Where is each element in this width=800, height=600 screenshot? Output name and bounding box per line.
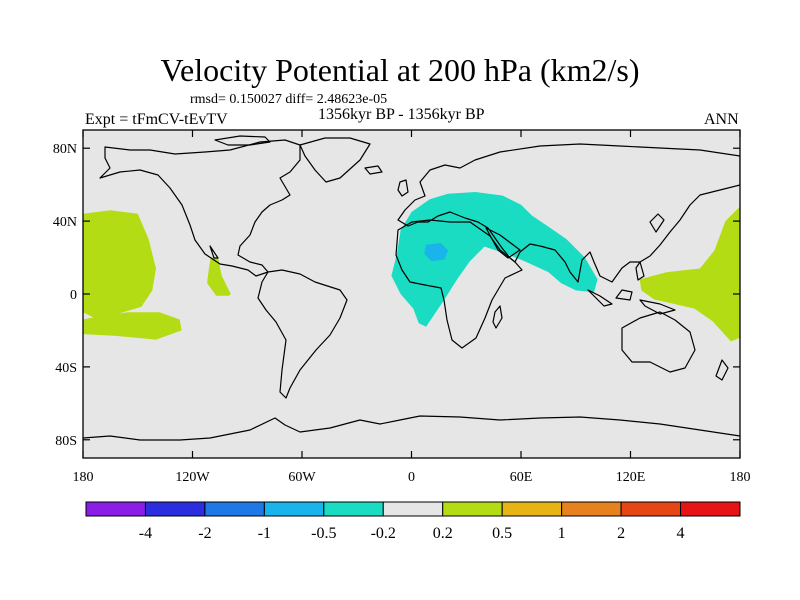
y-tick-label: 80N bbox=[53, 142, 77, 157]
colorbar-label: 1 bbox=[558, 525, 566, 542]
colorbar-label: -2 bbox=[198, 525, 211, 542]
experiment-label: Expt = tFmCV-tEvTV bbox=[85, 111, 228, 128]
coast-africa bbox=[395, 219, 523, 349]
coast-eurasia bbox=[397, 143, 740, 283]
season-label: ANN bbox=[704, 111, 739, 128]
colorbar: -4 -2 -1 -0.5 -0.2 0.2 0.5 1 2 4 bbox=[85, 501, 741, 542]
colorbar-label: 4 bbox=[677, 525, 685, 542]
x-tick-label: 120E bbox=[616, 470, 646, 485]
coast-new-zealand bbox=[715, 359, 729, 381]
coast-arabia bbox=[485, 227, 521, 259]
colorbar-swatch bbox=[204, 501, 265, 517]
coast-maritime-continent bbox=[587, 289, 676, 315]
colorbar-swatch bbox=[323, 501, 384, 517]
colorbar-swatch bbox=[144, 501, 206, 517]
coast-baja bbox=[209, 245, 219, 259]
x-tick-label: 180 bbox=[73, 470, 94, 485]
colorbar-swatch bbox=[263, 501, 325, 517]
coast-japan bbox=[649, 213, 665, 233]
x-tick-label: 60W bbox=[288, 470, 316, 485]
x-tick-label: 0 bbox=[408, 470, 415, 485]
chart-title: Velocity Potential at 200 hPa (km2/s) bbox=[160, 52, 640, 88]
y-tick-label: 40N bbox=[53, 215, 77, 230]
coast-australia bbox=[621, 311, 696, 373]
coast-madagascar bbox=[492, 305, 503, 329]
colorbar-swatch bbox=[680, 501, 741, 517]
positive-anomaly-west-pacific bbox=[639, 206, 740, 342]
x-tick-label: 180 bbox=[730, 470, 751, 485]
colorbar-swatch bbox=[620, 501, 682, 517]
anomaly-regions bbox=[83, 192, 740, 342]
coast-north-america bbox=[99, 139, 301, 277]
positive-anomaly-south-pacific bbox=[83, 312, 182, 340]
negative-anomaly-core-africa bbox=[424, 243, 448, 262]
y-axis-ticks: 80N 40N 0 40S 80S bbox=[53, 142, 740, 449]
y-tick-label: 40S bbox=[55, 361, 77, 376]
colorbar-swatch bbox=[382, 501, 444, 517]
y-tick-label: 0 bbox=[70, 288, 77, 303]
colorbar-label: -0.2 bbox=[371, 525, 396, 542]
colorbar-label: 0.5 bbox=[492, 525, 512, 542]
coast-antarctica bbox=[83, 415, 740, 441]
coastlines bbox=[83, 135, 740, 441]
coast-uk bbox=[397, 179, 409, 197]
positive-anomaly-central-pacific bbox=[83, 210, 156, 320]
colorbar-label: -1 bbox=[258, 525, 271, 542]
colorbar-swatch bbox=[442, 501, 503, 517]
y-tick-label: 80S bbox=[55, 434, 77, 449]
colorbar-swatch bbox=[501, 501, 563, 517]
coast-philippines bbox=[635, 261, 645, 281]
period-label: 1356kyr BP - 1356kyr BP bbox=[318, 106, 485, 123]
coast-arctic-islands bbox=[214, 135, 271, 146]
coast-south-america bbox=[257, 269, 348, 399]
positive-anomaly-eastern-pacific bbox=[207, 257, 231, 296]
colorbar-label: -0.5 bbox=[311, 525, 336, 542]
x-tick-label: 60E bbox=[510, 470, 533, 485]
x-axis-ticks: 180 120W 60W 0 60E 120E 180 bbox=[73, 130, 751, 485]
colorbar-swatch bbox=[561, 501, 622, 517]
stats-label: rmsd= 0.150027 diff= 2.48623e-05 bbox=[190, 92, 388, 107]
x-tick-label: 120W bbox=[175, 470, 210, 485]
negative-anomaly-eurasia-africa bbox=[391, 192, 598, 327]
coast-greenland bbox=[299, 137, 371, 183]
coast-iceland bbox=[364, 165, 383, 175]
colorbar-swatch bbox=[85, 501, 146, 517]
colorbar-label: -4 bbox=[139, 525, 152, 542]
colorbar-label: 0.2 bbox=[433, 525, 453, 542]
colorbar-label: 2 bbox=[617, 525, 625, 542]
